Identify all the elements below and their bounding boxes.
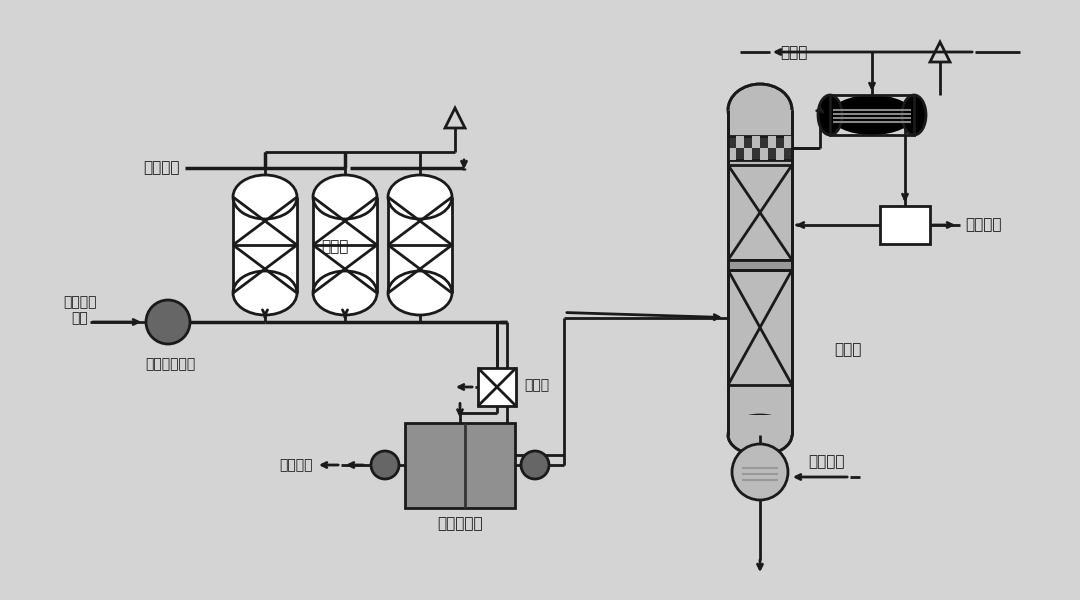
Bar bbox=[744, 148, 752, 160]
Bar bbox=[728, 415, 792, 435]
Ellipse shape bbox=[818, 95, 842, 135]
Text: 溶剤分離器: 溶剤分離器 bbox=[437, 516, 483, 531]
Text: 精製溶剤: 精製溶剤 bbox=[966, 217, 1001, 232]
Ellipse shape bbox=[728, 84, 792, 136]
Bar bbox=[777, 148, 784, 160]
Text: 脱着蒸気: 脱着蒸気 bbox=[144, 160, 180, 175]
Bar bbox=[233, 197, 297, 293]
Text: 冷却水: 冷却水 bbox=[524, 378, 549, 392]
Ellipse shape bbox=[313, 271, 377, 315]
Bar bbox=[728, 260, 792, 270]
Ellipse shape bbox=[831, 95, 914, 135]
Circle shape bbox=[152, 307, 176, 331]
Ellipse shape bbox=[233, 175, 297, 219]
Ellipse shape bbox=[388, 271, 453, 315]
Bar bbox=[768, 136, 777, 148]
Text: リボイラ: リボイラ bbox=[808, 455, 845, 469]
Bar bbox=[831, 95, 914, 135]
Bar bbox=[735, 136, 744, 148]
Ellipse shape bbox=[313, 175, 377, 219]
Text: 廃ガスファン: 廃ガスファン bbox=[145, 357, 195, 371]
Circle shape bbox=[521, 451, 549, 479]
Circle shape bbox=[732, 444, 788, 500]
Text: 冷却水: 冷却水 bbox=[780, 46, 808, 61]
Bar bbox=[728, 110, 792, 435]
Bar bbox=[728, 165, 792, 260]
Bar bbox=[388, 197, 453, 293]
Text: 放散塔: 放散塔 bbox=[834, 343, 862, 358]
Ellipse shape bbox=[233, 271, 297, 315]
Bar bbox=[728, 110, 792, 136]
Bar bbox=[752, 136, 760, 148]
Bar bbox=[313, 197, 377, 293]
Circle shape bbox=[146, 300, 190, 344]
Ellipse shape bbox=[902, 95, 926, 135]
Circle shape bbox=[372, 451, 399, 479]
Bar bbox=[728, 148, 735, 160]
Bar bbox=[728, 270, 792, 385]
Bar bbox=[405, 422, 515, 508]
Text: 回収溶剤: 回収溶剤 bbox=[280, 458, 313, 472]
Ellipse shape bbox=[728, 415, 792, 455]
Bar bbox=[478, 368, 516, 406]
Bar bbox=[784, 136, 792, 148]
Text: 溶剤含有
ガス: 溶剤含有 ガス bbox=[64, 295, 97, 325]
Bar bbox=[760, 148, 768, 160]
Bar bbox=[728, 136, 792, 160]
Bar bbox=[880, 206, 930, 244]
Ellipse shape bbox=[388, 175, 453, 219]
Text: 吸着槽: 吸着槽 bbox=[322, 239, 349, 254]
